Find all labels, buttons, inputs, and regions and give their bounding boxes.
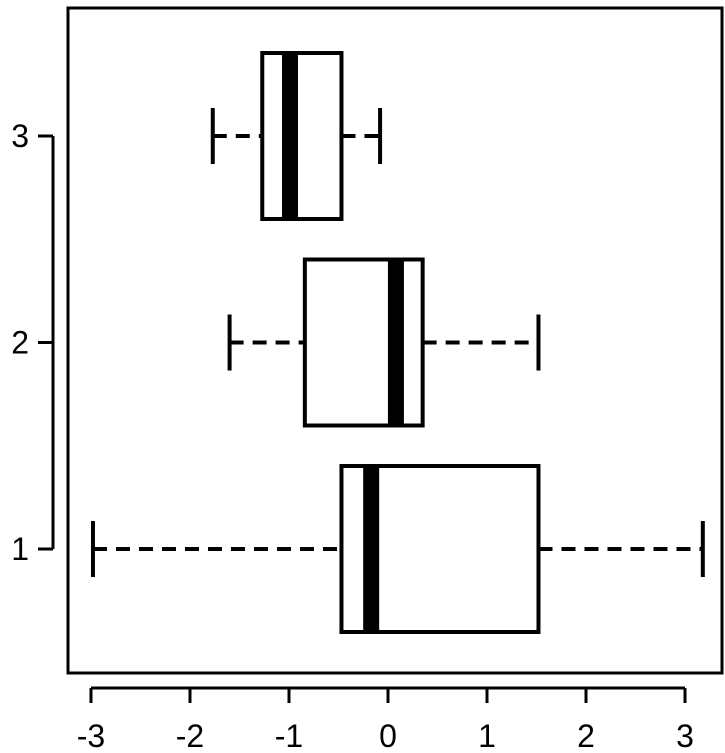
axes: -3 -2 -1 0 1 2 3 1 2 3 bbox=[11, 118, 694, 753]
y-tick-label: 1 bbox=[11, 531, 29, 567]
x-tick-label: 2 bbox=[577, 718, 595, 753]
x-tick-label: -1 bbox=[275, 718, 303, 753]
x-tick-label: -3 bbox=[77, 718, 105, 753]
y-tick-label: 3 bbox=[11, 118, 29, 154]
box-group-3 bbox=[210, 51, 383, 221]
box-group-2 bbox=[227, 257, 541, 428]
box-iqr bbox=[302, 257, 425, 428]
x-tick-label: -2 bbox=[176, 718, 204, 753]
plot-frame bbox=[66, 6, 724, 675]
box-group-1 bbox=[90, 464, 705, 634]
x-tick-label: 0 bbox=[379, 718, 397, 753]
y-tick-label: 2 bbox=[11, 325, 29, 361]
boxes bbox=[90, 51, 705, 634]
box-iqr bbox=[260, 51, 344, 221]
x-tick-label: 1 bbox=[478, 718, 496, 753]
x-tick-label: 3 bbox=[676, 718, 694, 753]
